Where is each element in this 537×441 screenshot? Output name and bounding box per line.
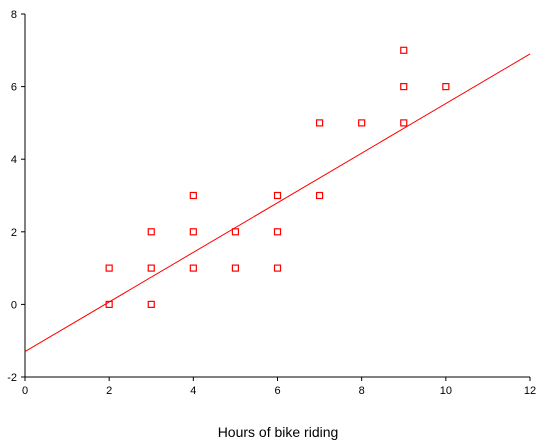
x-tick-label: 10 [440, 385, 452, 397]
data-point [189, 264, 197, 272]
data-point [358, 119, 366, 127]
x-tick-label: 2 [106, 385, 112, 397]
data-point [315, 119, 324, 127]
data-point [273, 228, 282, 236]
data-points [105, 46, 450, 308]
data-point [315, 191, 324, 200]
data-point [147, 228, 155, 236]
x-axis-title: Hours of bike riding [218, 424, 339, 440]
x-tick-label: 12 [524, 385, 536, 397]
data-point [105, 264, 113, 272]
y-axis-ticks: -2 0 2 4 6 8 [7, 9, 25, 384]
x-tick-label: 8 [359, 385, 365, 397]
data-point [147, 264, 155, 272]
data-point [189, 191, 197, 200]
data-point [105, 300, 113, 308]
x-axis-ticks: 0 2 4 6 8 10 12 [22, 377, 536, 397]
regression-line [24, 53, 531, 353]
data-point [273, 264, 282, 272]
y-tick-label: 0 [11, 299, 17, 311]
data-point [273, 191, 282, 200]
data-point [442, 82, 450, 91]
data-point [400, 46, 408, 54]
y-tick-label: -2 [7, 372, 17, 384]
data-point [231, 228, 240, 236]
y-tick-label: 2 [11, 227, 17, 239]
x-tick-label: 6 [274, 385, 280, 397]
data-point [400, 82, 408, 91]
x-tick-label: 0 [22, 385, 28, 397]
x-tick-label: 4 [190, 385, 196, 397]
y-tick-label: 6 [11, 82, 17, 94]
data-point [400, 119, 408, 127]
data-point [189, 228, 197, 236]
y-tick-label: 8 [11, 9, 17, 21]
y-tick-label: 4 [11, 154, 17, 166]
data-point [231, 264, 240, 272]
data-point [147, 300, 155, 308]
